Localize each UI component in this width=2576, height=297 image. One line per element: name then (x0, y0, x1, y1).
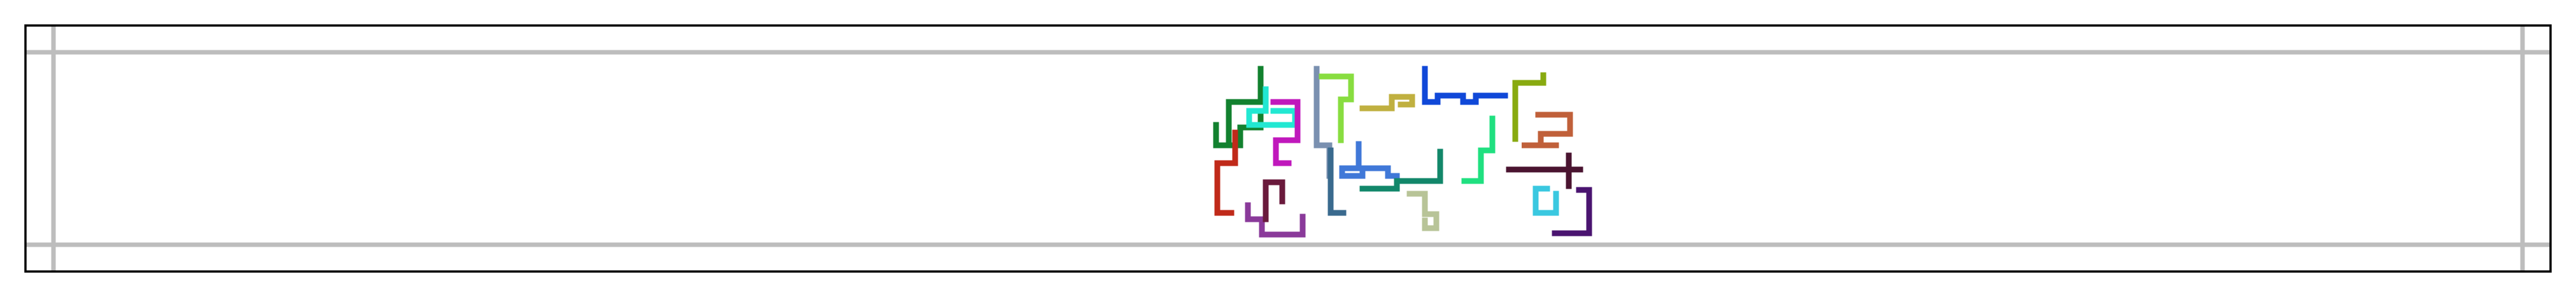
trace-layer (1213, 66, 1592, 238)
trace-magenta (1270, 99, 1301, 166)
trace-lime (1319, 73, 1354, 143)
trace-blue (1422, 66, 1508, 105)
trace-sky (1532, 185, 1559, 216)
trace-olive-dark (1512, 72, 1546, 142)
trace-spring-green (1461, 115, 1496, 184)
trace-sage (1406, 191, 1440, 231)
plot-frame (24, 24, 2552, 273)
trace-indigo (1552, 187, 1592, 236)
trace-green-short (1213, 122, 1232, 148)
trace-red (1214, 129, 1238, 216)
trace-olive (1359, 94, 1415, 112)
trace-purple (1245, 202, 1306, 238)
trace-mid-blue (1339, 141, 1400, 179)
trace-sienna (1522, 112, 1573, 148)
trace-steel (1327, 147, 1347, 216)
trace-maroon (1263, 179, 1285, 222)
trace-teal (1359, 148, 1443, 192)
